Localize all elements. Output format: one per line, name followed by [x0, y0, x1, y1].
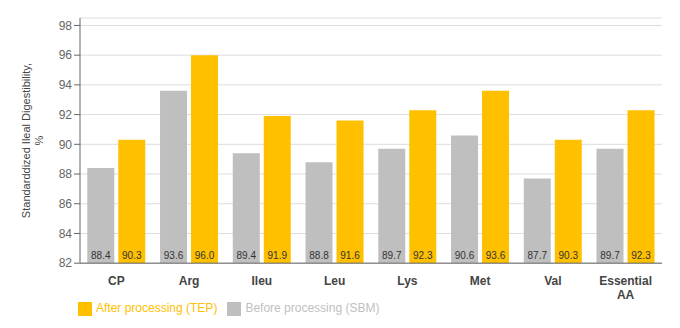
svg-text:Leu: Leu: [324, 274, 345, 288]
svg-text:Met: Met: [470, 274, 491, 288]
svg-text:90.3: 90.3: [559, 250, 579, 261]
svg-text:93.6: 93.6: [486, 250, 506, 261]
svg-text:96.0: 96.0: [195, 250, 215, 261]
svg-text:86: 86: [59, 197, 73, 211]
svg-text:90: 90: [59, 138, 73, 152]
svg-text:96: 96: [59, 48, 73, 62]
svg-text:92.3: 92.3: [413, 250, 433, 261]
svg-text:82: 82: [59, 256, 73, 270]
svg-text:91.9: 91.9: [268, 250, 288, 261]
svg-text:89.7: 89.7: [600, 250, 620, 261]
svg-text:88: 88: [59, 167, 73, 181]
html-text:After processing (TEP): After processing (TEP): [96, 301, 218, 316]
svg-text:93.6: 93.6: [164, 250, 184, 261]
svg-text:98: 98: [59, 19, 73, 33]
svg-text:92: 92: [59, 108, 73, 122]
svg-text:EssentialAA: EssentialAA: [599, 274, 652, 302]
svg-text:89.7: 89.7: [382, 250, 402, 261]
svg-text:Val: Val: [544, 274, 561, 288]
svg-text:87.7: 87.7: [528, 250, 548, 261]
svg-text:Standarddized Ileal Digestibil: Standarddized Ileal Digestibility,%: [20, 63, 45, 218]
svg-text:90.3: 90.3: [122, 250, 142, 261]
svg-text:92.3: 92.3: [631, 250, 651, 261]
svg-text:89.4: 89.4: [237, 250, 257, 261]
html-text:Before processing (SBM): Before processing (SBM): [245, 301, 380, 316]
svg-text:CP: CP: [108, 274, 125, 288]
svg-text:88.4: 88.4: [91, 250, 111, 261]
svg-text:Ileu: Ileu: [252, 274, 273, 288]
svg-text:90.6: 90.6: [455, 250, 475, 261]
svg-text:91.6: 91.6: [340, 250, 360, 261]
svg-text:94: 94: [59, 78, 73, 92]
svg-text:Arg: Arg: [179, 274, 200, 288]
svg-text:84: 84: [59, 227, 73, 241]
svg-text:88.8: 88.8: [309, 250, 329, 261]
svg-text:Lys: Lys: [397, 274, 418, 288]
